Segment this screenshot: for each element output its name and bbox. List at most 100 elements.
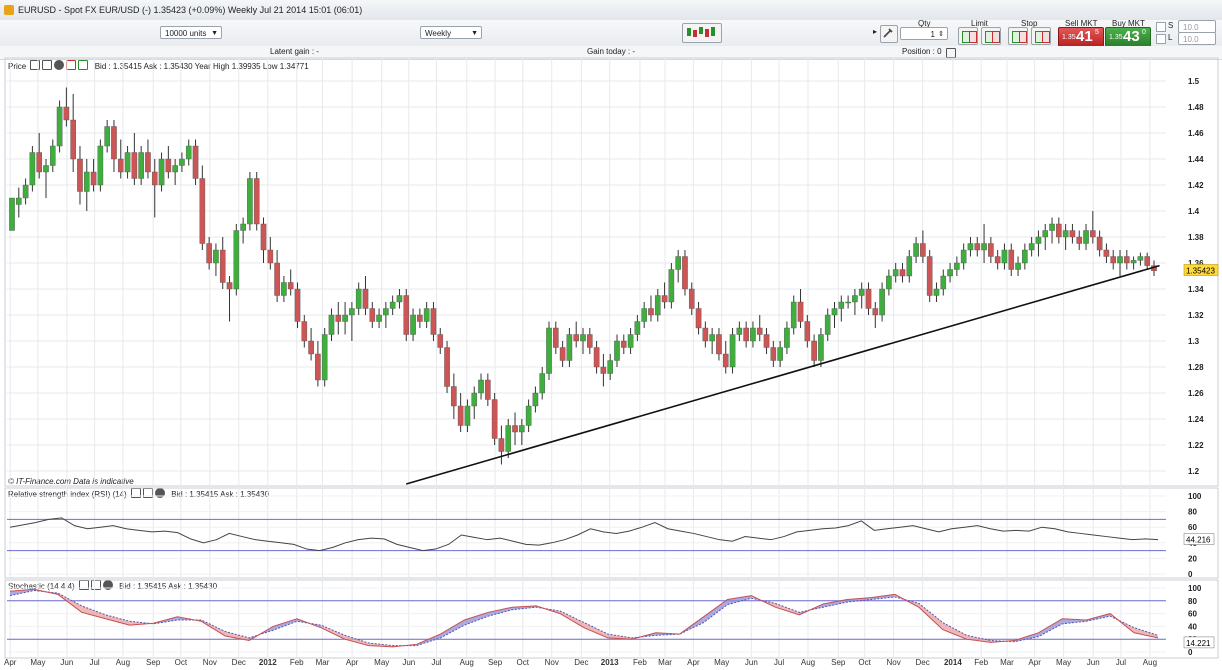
candle-body [879,288,885,316]
pen-icon[interactable] [30,60,41,70]
limit-label: Limit [971,19,988,28]
close-icon[interactable] [54,60,65,70]
candle-body [83,171,90,192]
candle-body [784,327,790,348]
qty-stepper[interactable]: 1 ⇕ [900,27,948,40]
stepper-icon: ⇕ [938,31,944,38]
candle-body [396,295,403,303]
limit-buy-button[interactable] [958,27,978,45]
candle-body [281,282,287,296]
stoch-fill [727,595,752,605]
stoch-tick-label: 0 [1188,648,1193,657]
stoch-fill [225,631,250,641]
limit-sell-icon [969,31,977,43]
candle-body [90,171,97,186]
time-axis-label: Aug [801,658,815,667]
candle-body [253,178,260,225]
candle-body [648,308,654,316]
candle-body [430,308,437,335]
buy-price-prefix: 1.35 [1109,34,1123,41]
candle-body [362,288,369,309]
price-tick-label: 1.44 [1188,155,1204,164]
time-axis-label: Jun [745,658,758,667]
candle-body [1103,249,1110,257]
price-pane-header: Price Bid : 1.35415 Ask : 1.35430 Year H… [8,60,309,71]
buy-mkt-button[interactable]: 1.35 43 0 [1105,27,1151,47]
candle-body [940,275,947,290]
price-tick-label: 1.4 [1188,207,1200,216]
stoch-fill [775,603,800,615]
candle-body [192,145,199,179]
candle-body [97,145,104,186]
limit-checkbox[interactable] [1156,34,1166,44]
sell-price-fraction: 5 [1095,29,1099,36]
units-select[interactable]: 10000 units ▼ [160,26,222,39]
candle-body [981,243,987,251]
time-axis-label: Sep [146,658,161,667]
settings-button[interactable] [880,25,898,43]
candle-body [172,165,178,173]
stoch-current-marker [1183,636,1215,649]
candle-body [695,308,702,329]
candle-body [131,152,138,179]
candle-body [886,275,892,290]
candle-body [369,308,376,322]
stop-sell-icon [1019,31,1027,43]
time-axis-label: Jul [89,658,99,667]
candle-body [858,288,865,296]
time-axis-label: Jun [1087,658,1100,667]
stoch-pane-label: Stochastic (14 4 4) [8,582,75,591]
candle-body [138,152,144,179]
candle-body [179,158,185,166]
stoch-fill [105,614,130,626]
candle-body [417,314,423,322]
current-price-label: 1.35423 [1186,267,1215,276]
time-axis-label: Jul [1116,658,1126,667]
collapse-arrow-icon[interactable]: ▸ [873,27,878,36]
price-tick-label: 1.34 [1188,285,1204,294]
period-select[interactable]: Weekly ▼ [420,26,482,39]
stop-buy-button[interactable] [1008,27,1028,45]
time-axis-label: Feb [290,658,304,667]
limit-input[interactable]: 10.0 [1178,32,1216,45]
chart-style-button[interactable] [682,23,722,43]
candle-body [614,340,620,361]
candle-body [43,165,49,173]
candle-body [1130,260,1137,264]
candle-body [219,249,226,283]
time-axis-label: Dec [232,658,246,667]
candle-body [682,256,688,290]
candle-body [145,152,151,173]
time-axis-label: May [714,658,729,667]
candle-body [1049,223,1055,231]
candle-body [308,340,314,355]
candle-body [838,301,845,309]
time-axis-label: Apr [346,658,359,667]
candle-body [525,405,532,426]
candle-body [111,126,117,160]
candle-body [451,386,457,407]
candle-body [892,269,899,277]
stoch-fill [942,622,967,640]
stop-sell-button[interactable] [1031,27,1051,45]
candle-body [485,379,491,400]
stoch-fill [273,618,297,631]
candle-body [49,145,56,166]
stoch-fill [823,599,848,608]
price-tick-label: 1.3 [1188,337,1200,346]
price-tick-label: 1.28 [1188,363,1204,372]
zoom-in-icon[interactable] [78,60,89,70]
candle-body [505,425,512,452]
candle-body [988,243,994,257]
sell-price-prefix: 1.35 [1062,34,1076,41]
stop-loss-checkbox[interactable] [1156,22,1166,32]
time-axis-label: May [374,658,389,667]
candle-body [77,158,83,192]
price-tick-label: 1.22 [1188,441,1204,450]
window-icon[interactable] [42,60,53,70]
candle-body [478,379,484,394]
stoch-fast-line [9,588,1159,648]
limit-sell-button[interactable] [981,27,1001,45]
price-tick-label: 1.38 [1188,233,1204,242]
